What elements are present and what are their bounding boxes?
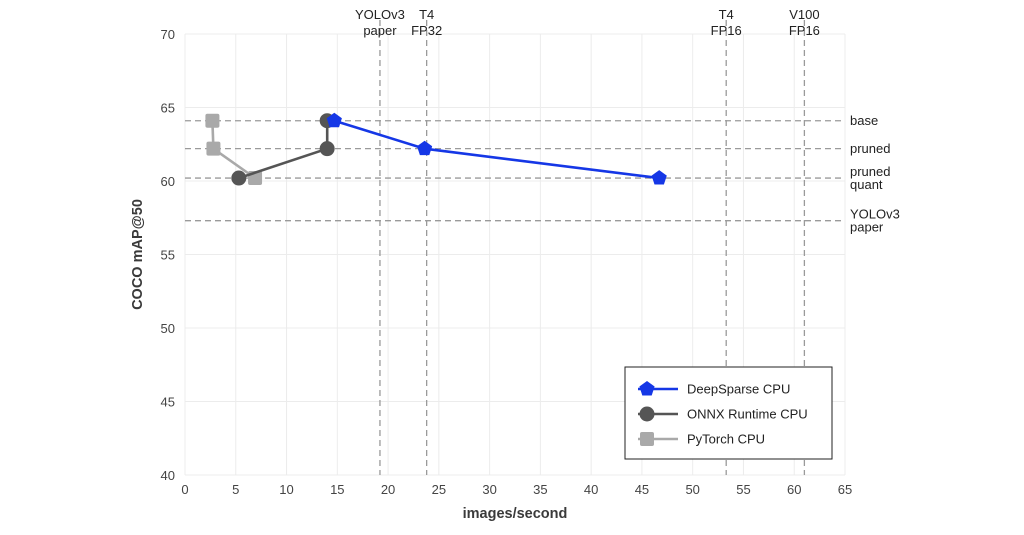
y-tick-label: 45	[161, 395, 175, 410]
data-point	[319, 141, 335, 157]
x-axis-title: images/second	[463, 506, 568, 522]
x-tick-label: 60	[787, 482, 801, 497]
vertical-reference-label: paper	[363, 23, 397, 38]
x-tick-label: 20	[381, 482, 395, 497]
vertical-reference-label: T4	[719, 7, 734, 22]
data-point	[651, 170, 667, 185]
data-point	[231, 170, 247, 186]
legend: DeepSparse CPU ONNX Runtime CPU PyTorch CP…	[624, 366, 833, 460]
x-tick-label: 5	[232, 482, 239, 497]
legend-marker	[639, 381, 655, 396]
data-point	[417, 140, 433, 156]
x-tick-label: 45	[635, 482, 649, 497]
horizontal-reference-label: paper	[850, 220, 884, 235]
data-point	[206, 141, 221, 156]
legend-marker	[640, 432, 654, 446]
legend-label: PyTorch CPU	[687, 432, 765, 447]
horizontal-reference-label: quant	[850, 177, 883, 192]
series-group	[231, 113, 335, 186]
reference-lines	[185, 20, 845, 475]
series-group	[326, 112, 667, 185]
x-tick-label: 30	[482, 482, 496, 497]
x-tick-label: 55	[736, 482, 750, 497]
vertical-reference-label: FP16	[789, 23, 820, 38]
horizontal-reference-label: base	[850, 113, 878, 128]
horizontal-reference-label: pruned	[850, 164, 890, 179]
legend-label: DeepSparse CPU	[687, 382, 790, 397]
y-tick-label: 70	[161, 27, 175, 42]
horizontal-reference-label: pruned	[850, 141, 890, 156]
x-tick-label: 40	[584, 482, 598, 497]
x-tick-label: 25	[432, 482, 446, 497]
x-tick-label: 10	[279, 482, 293, 497]
series-line	[238, 120, 329, 180]
data-point	[326, 112, 342, 128]
horizontal-reference-label: YOLOv3	[850, 207, 900, 222]
x-tick-label: 50	[685, 482, 699, 497]
data-point	[205, 113, 220, 128]
gridlines	[184, 33, 846, 476]
reference-line-labels: baseprunedprunedquantYOLOv3paperYOLOv3pa…	[355, 7, 900, 235]
x-tick-label: 35	[533, 482, 547, 497]
y-tick-label: 55	[161, 248, 175, 263]
y-tick-label: 60	[161, 174, 175, 189]
vertical-reference-label: T4	[419, 7, 434, 22]
x-tick-label: 0	[181, 482, 188, 497]
series-layer	[205, 112, 667, 186]
vertical-reference-label: V100	[789, 7, 819, 22]
legend-label: ONNX Runtime CPU	[687, 407, 808, 422]
series-group	[205, 113, 263, 186]
y-tick-label: 40	[161, 468, 175, 483]
y-tick-label: 50	[161, 321, 175, 336]
vertical-reference-label: FP32	[411, 23, 442, 38]
x-tick-label: 15	[330, 482, 344, 497]
x-tick-label: 65	[838, 482, 852, 497]
vertical-reference-label: YOLOv3	[355, 7, 405, 22]
y-axis-title: COCO mAP@50	[130, 199, 146, 310]
vertical-reference-label: FP16	[711, 23, 742, 38]
legend-marker	[639, 406, 655, 422]
tick-labels: 0 5 10 15 20 25 30 35 40 45 50 55 60 65 40 45 50 55 60 65 70	[161, 27, 853, 497]
y-tick-label: 65	[161, 101, 175, 116]
series-line	[333, 119, 660, 180]
